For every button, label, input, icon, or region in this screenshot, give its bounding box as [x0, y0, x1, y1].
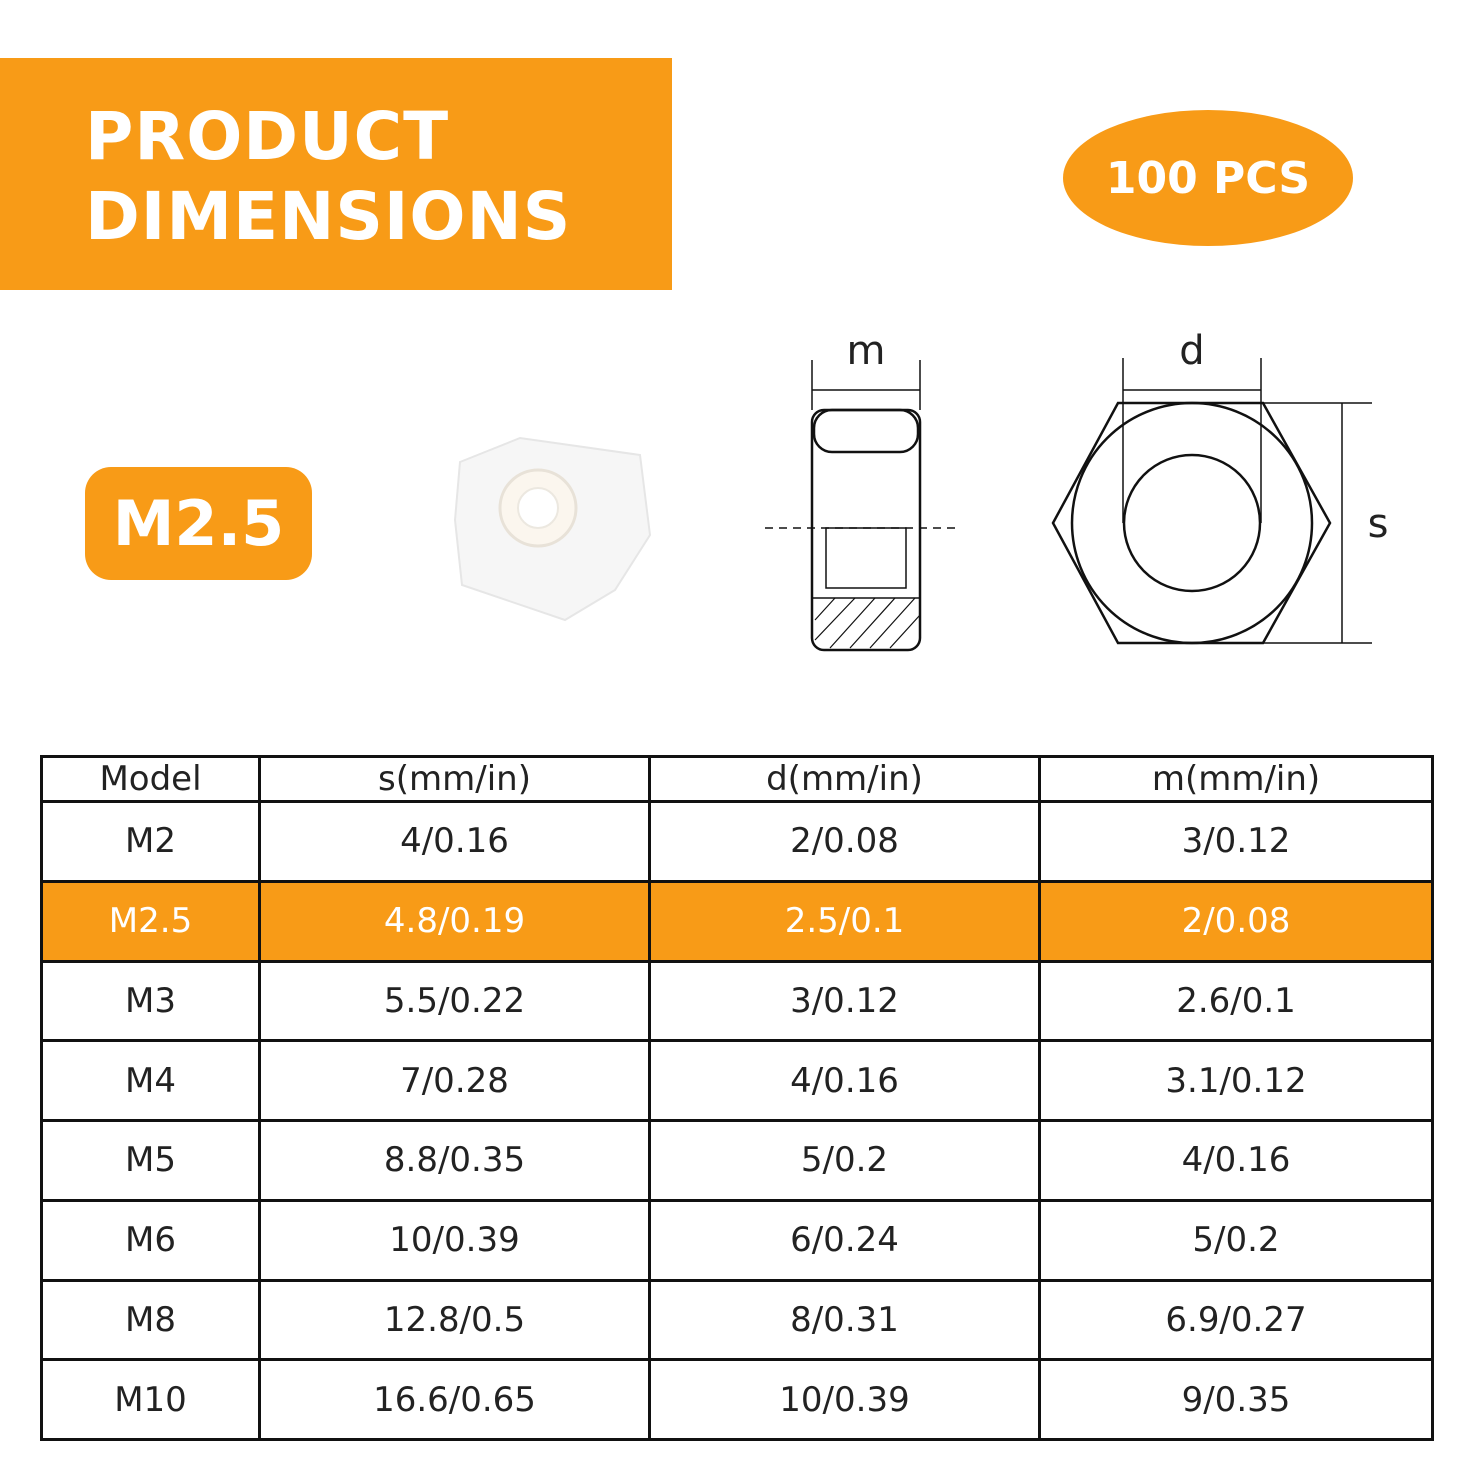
table-cell: 12.8/0.5: [258, 1278, 651, 1362]
table-row: M3 5.5/0.22 3/0.12 2.6/0.1: [40, 959, 1434, 1043]
table-row: M10 16.6/0.65 10/0.39 9/0.35: [40, 1358, 1434, 1441]
column-header: s(mm/in): [258, 755, 651, 803]
nut-hole: [517, 487, 559, 529]
column-header: d(mm/in): [648, 755, 1041, 803]
table-cell: 10/0.39: [648, 1358, 1041, 1441]
table-cell: 6.9/0.27: [1038, 1278, 1434, 1362]
table-cell: M2.5: [40, 879, 261, 963]
inner-circle: [1122, 453, 1262, 593]
table-row: M4 7/0.28 4/0.16 3.1/0.12: [40, 1039, 1434, 1122]
table-cell: 9/0.35: [1038, 1358, 1434, 1441]
table-cell: 3/0.12: [648, 959, 1041, 1043]
table-cell: M8: [40, 1278, 261, 1362]
table-cell: M10: [40, 1358, 261, 1441]
dim-label: d: [1179, 328, 1204, 374]
table-cell: 2.5/0.1: [648, 879, 1041, 963]
quantity-badge: 100 PCS: [1063, 110, 1353, 246]
front-view: [1051, 401, 1332, 645]
table-row: M2 4/0.16 2/0.08 3/0.12: [40, 800, 1434, 883]
title-line: DIMENSIONS: [85, 178, 572, 255]
table-cell: 4.8/0.19: [258, 879, 651, 963]
column-header: Model: [40, 755, 261, 803]
outer-circle: [1070, 401, 1314, 645]
dimension-table: Model s(mm/in) d(mm/in) m(mm/in) M2 4/0.16 2/…: [40, 755, 1434, 1441]
title-line: PRODUCT: [85, 98, 450, 175]
table-cell: 3.1/0.12: [1038, 1039, 1434, 1122]
table-cell: 3/0.12: [1038, 800, 1434, 883]
table-cell: M6: [40, 1198, 261, 1282]
table-cell: 2/0.08: [1038, 879, 1434, 963]
header-row: Model s(mm/in) d(mm/in) m(mm/in): [40, 755, 1434, 803]
table-cell: 10/0.39: [258, 1198, 651, 1282]
table-row: M8 12.8/0.5 8/0.31 6.9/0.27: [40, 1278, 1434, 1362]
table-cell: M5: [40, 1119, 261, 1202]
table-cell: 5.5/0.22: [258, 959, 651, 1043]
side-slot: [812, 408, 920, 454]
table-cell: 4/0.16: [258, 800, 651, 883]
table-cell: 7/0.28: [258, 1039, 651, 1122]
table-cell: M2: [40, 800, 261, 883]
diagram: m d s: [453, 328, 1389, 652]
table-cell: 4/0.16: [648, 1039, 1041, 1122]
hatching: [814, 597, 921, 649]
table-cell: 5/0.2: [648, 1119, 1041, 1202]
side-view: [810, 408, 922, 652]
table-cell: 16.6/0.65: [258, 1358, 651, 1441]
dim-label: m: [847, 328, 886, 374]
table-cell: M3: [40, 959, 261, 1043]
table-cell: 4/0.16: [1038, 1119, 1434, 1202]
table-cell: 8.8/0.35: [258, 1119, 651, 1202]
table-cell: 2.6/0.1: [1038, 959, 1434, 1043]
table-cell: M4: [40, 1039, 261, 1122]
column-header: m(mm/in): [1038, 755, 1434, 803]
dim-label: s: [1368, 501, 1389, 547]
model-badge: M2.5: [85, 467, 312, 580]
title-banner: PRODUCT DIMENSIONS: [0, 58, 672, 290]
table-cell: 5/0.2: [1038, 1198, 1434, 1282]
table-row: M2.5 4.8/0.19 2.5/0.1 2/0.08: [40, 879, 1434, 963]
table-cell: 8/0.31: [648, 1278, 1041, 1362]
table-cell: 6/0.24: [648, 1198, 1041, 1282]
table-cell: 2/0.08: [648, 800, 1041, 883]
thread-bore: [825, 527, 907, 589]
table-row: M6 10/0.39 6/0.24 5/0.2: [40, 1198, 1434, 1282]
table-row: M5 8.8/0.35 5/0.2 4/0.16: [40, 1119, 1434, 1202]
